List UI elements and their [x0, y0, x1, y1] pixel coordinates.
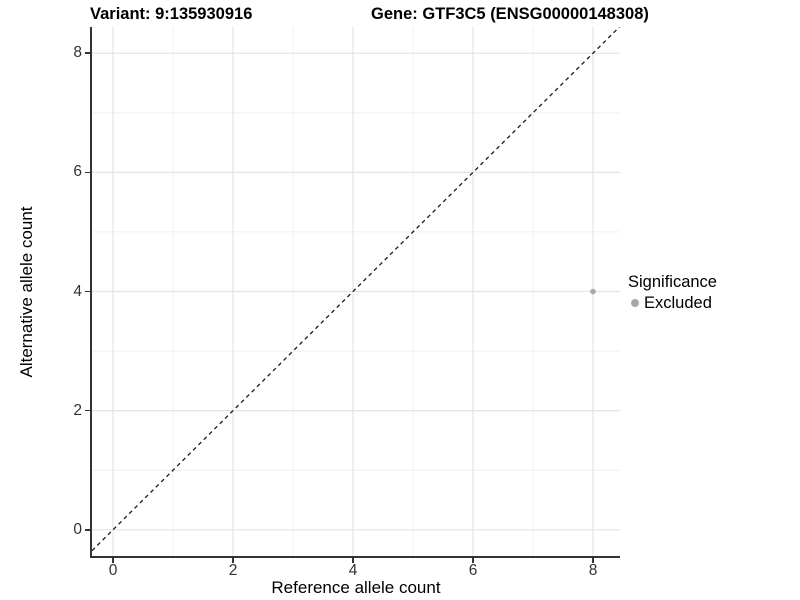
x-axis-tick-label: 0	[108, 562, 118, 579]
legend: Significance Excluded	[628, 272, 717, 313]
x-axis-tick-label: 4	[348, 562, 358, 579]
y-axis-title: Alternative allele count	[17, 206, 36, 378]
y-axis-tick-mark	[85, 529, 90, 531]
x-axis-tick-label: 6	[468, 562, 478, 579]
y-axis-tick-label: 8	[73, 44, 82, 62]
y-axis-tick-label: 2	[73, 401, 82, 419]
legend-entries: Excluded	[628, 293, 717, 313]
y-axis-tick-label: 0	[73, 520, 82, 538]
legend-dot-icon	[631, 299, 639, 307]
y-axis-tick-mark	[85, 171, 90, 174]
y-axis-tick-mark	[85, 409, 90, 412]
x-axis-tick-mark	[352, 558, 354, 563]
x-axis-tick-label: 2	[228, 562, 238, 579]
variant-title: Variant: 9:135930916	[90, 5, 253, 23]
x-axis-tick-mark	[592, 558, 594, 563]
x-axis-tick-mark	[112, 558, 114, 563]
plot-panel	[90, 27, 620, 558]
x-axis-title: Reference allele count	[271, 578, 441, 597]
y-axis-tick-mark	[85, 52, 90, 54]
identity-dashed-line	[92, 27, 620, 552]
legend-title: Significance	[628, 273, 717, 291]
legend-entry-label: Excluded	[644, 294, 712, 312]
y-axis-tick-label: 6	[73, 163, 82, 181]
x-axis-tick-label: 8	[588, 562, 598, 579]
gene-title: Gene: GTF3C5 (ENSG00000148308)	[371, 5, 649, 23]
data-point	[590, 288, 596, 295]
legend-entry: Excluded	[628, 293, 717, 313]
plot-area-svg	[92, 27, 620, 556]
y-axis-tick-mark	[85, 290, 90, 293]
x-axis-tick-mark	[472, 558, 474, 563]
y-axis-tick-label: 4	[73, 282, 82, 300]
x-axis-tick-mark	[232, 558, 234, 563]
